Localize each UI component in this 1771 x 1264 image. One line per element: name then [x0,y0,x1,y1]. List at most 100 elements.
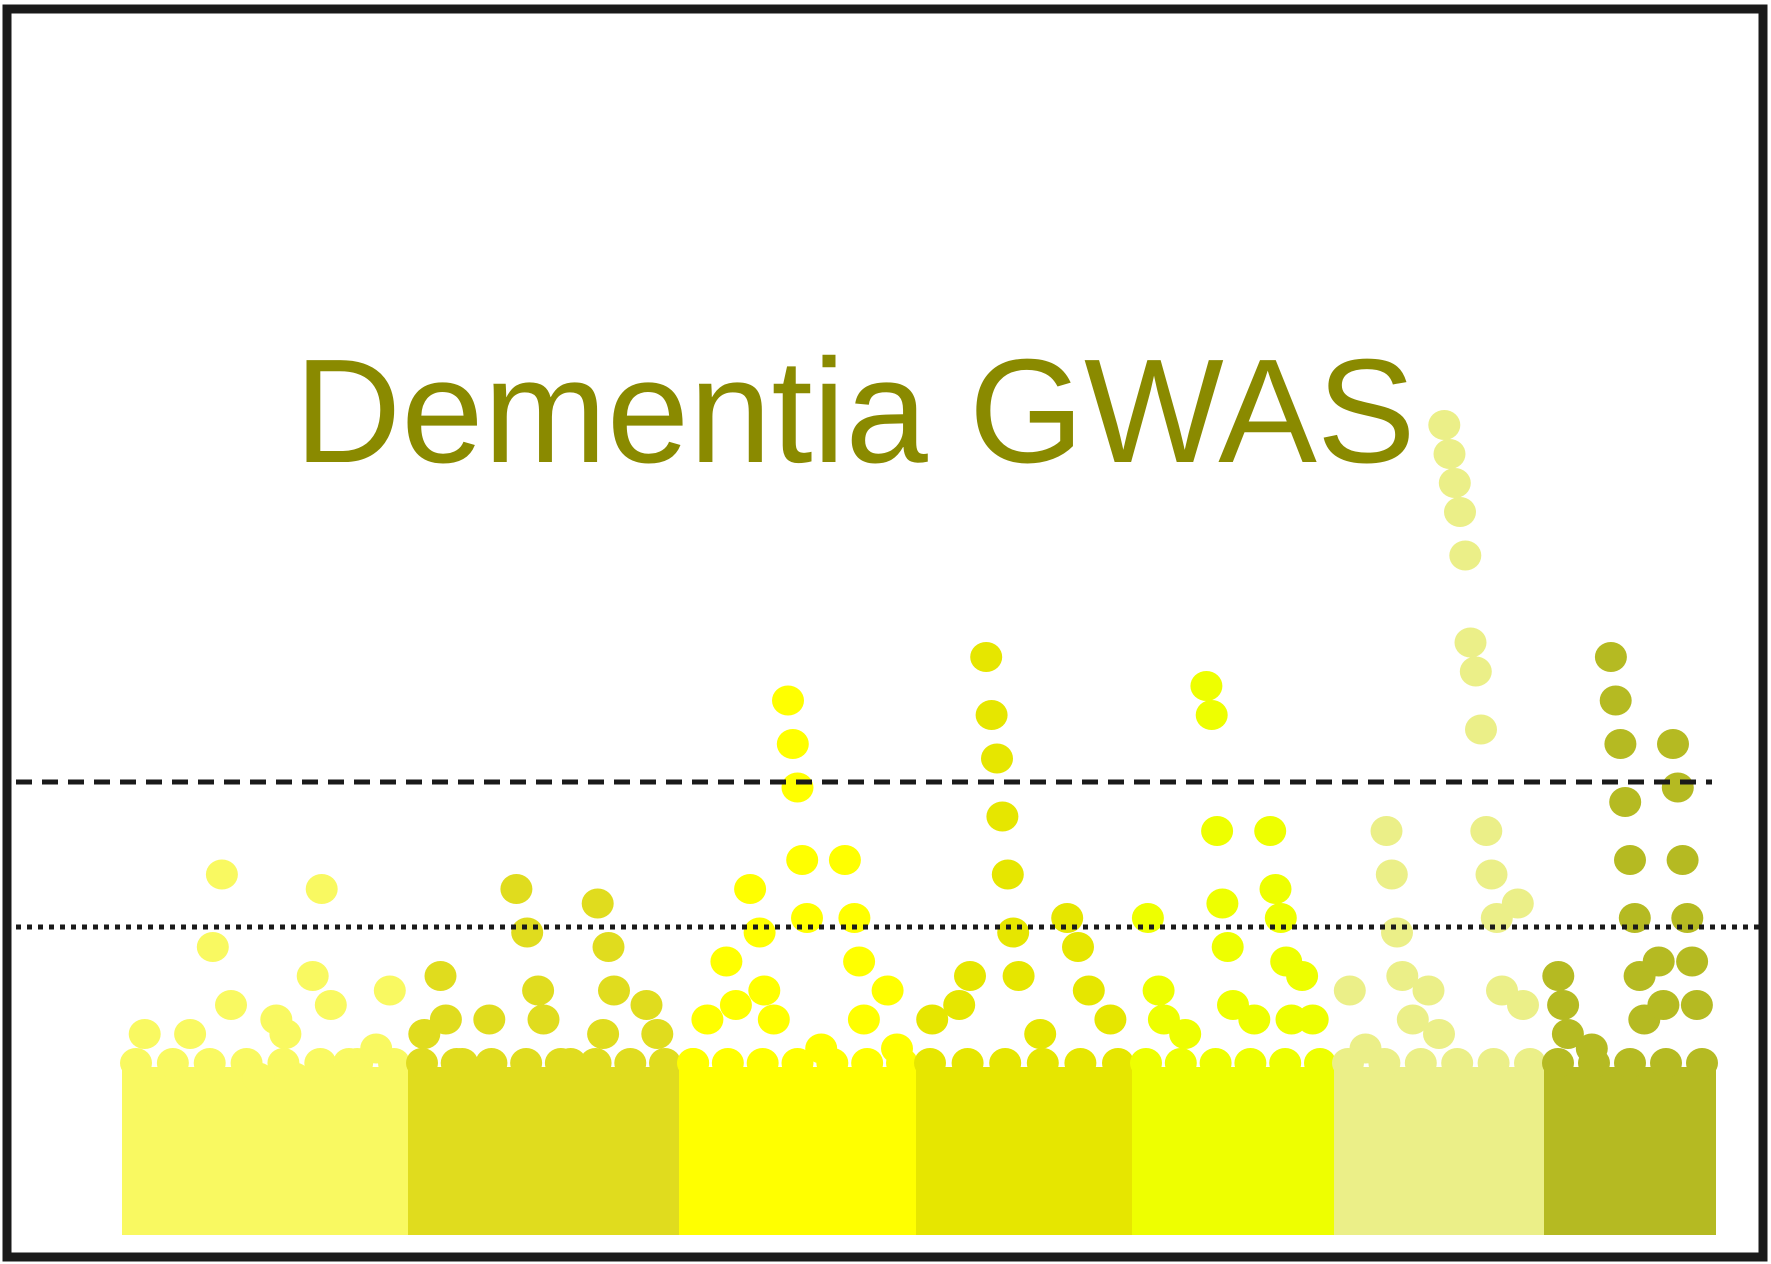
snp-point [174,1019,207,1049]
snp-point [1094,1004,1127,1035]
snp-point [772,685,804,716]
snp-point [1599,685,1632,716]
snp-point [719,990,752,1020]
snp-point [1370,816,1403,846]
chromosome-band [916,1067,1132,1235]
snp-point [1130,1048,1162,1078]
snp-point [579,1048,612,1078]
snp-point [711,1048,744,1078]
chromosome-band [1544,1067,1716,1235]
snp-point [1642,946,1675,977]
snp-point [881,1033,913,1064]
snp-point [776,729,809,759]
snp-point [1412,975,1445,1006]
snp-point [1026,1048,1059,1078]
snp-point [1381,917,1413,948]
snp-point [781,772,814,803]
snp-point [1475,859,1508,890]
snp-point [304,1048,337,1078]
snp-point [1206,888,1239,919]
snp-point [196,932,229,962]
snp-point [991,859,1024,890]
snp-point [943,990,976,1020]
snp-point [1438,468,1471,498]
snp-point [1304,1048,1336,1078]
snp-point [1072,975,1105,1006]
snp-point [828,845,861,875]
snp-point [1102,1048,1134,1078]
snp-point [1604,729,1637,759]
snp-point [1131,903,1164,933]
snp-point [1234,1048,1267,1078]
snp-point [278,1062,311,1093]
snp-point [510,1048,543,1078]
snp-point [1199,1048,1232,1078]
snp-point [1449,540,1482,571]
snp-point [847,1004,880,1035]
snp-point [305,874,338,904]
snp-point [641,1019,674,1049]
snp-point [1404,1048,1437,1078]
snp-point [838,903,871,933]
snp-point [1614,845,1646,875]
snp-point [1002,961,1035,991]
snp-point [630,990,663,1020]
snp-point [1051,903,1084,933]
snp-point [1238,1004,1271,1035]
snp-point [1542,1048,1574,1078]
snp-point [1024,1019,1057,1049]
snp-point [1190,671,1223,701]
snp-point [1423,1019,1455,1049]
snp-point [748,975,781,1006]
snp-point [1064,1048,1097,1078]
snp-point [743,917,776,948]
snp-point [193,1048,226,1078]
snp-point [1657,729,1689,759]
snp-point [1551,1019,1584,1049]
snp-point [1333,975,1366,1006]
snp-point [954,961,986,991]
snp-point [128,1019,161,1049]
snp-point [649,1048,681,1078]
snp-point [951,1048,984,1078]
snp-point [1542,961,1575,991]
snp-point [1286,961,1319,991]
snp-point [871,975,904,1006]
snp-point [527,1004,560,1035]
snp-point [1680,990,1713,1020]
snp-point [120,1048,152,1078]
snp-point [360,1033,393,1064]
chromosome-band [679,1067,916,1235]
chromosome-bands [122,1067,1716,1235]
snp-point [746,1048,779,1078]
snp-point [1441,1048,1474,1078]
snp-point [734,874,767,904]
snp-point [598,975,630,1006]
snp-point [1164,1048,1197,1078]
snp-point [1459,656,1492,687]
snp-point [500,874,533,904]
snp-point [791,903,823,933]
snp-point [1349,1033,1382,1064]
snp-point [1465,714,1497,745]
snp-point [997,917,1030,948]
snp-point [1650,1048,1682,1078]
snp-point [406,1048,438,1078]
snp-point [475,1048,508,1078]
snp-point [805,1033,838,1064]
snp-point [1594,642,1627,672]
snp-point [424,961,457,991]
snp-point [1609,787,1642,817]
snp-point [614,1048,647,1078]
snp-point [1507,990,1539,1020]
snp-point [1195,700,1228,730]
snp-point [592,932,625,962]
snp-point [843,946,876,977]
snp-point [1211,932,1244,962]
snp-point [1444,497,1476,527]
snp-point [522,975,555,1006]
chromosome-band [1334,1067,1544,1235]
snp-point [1470,816,1503,846]
snp-point [446,1048,479,1078]
snp-point [511,917,544,948]
